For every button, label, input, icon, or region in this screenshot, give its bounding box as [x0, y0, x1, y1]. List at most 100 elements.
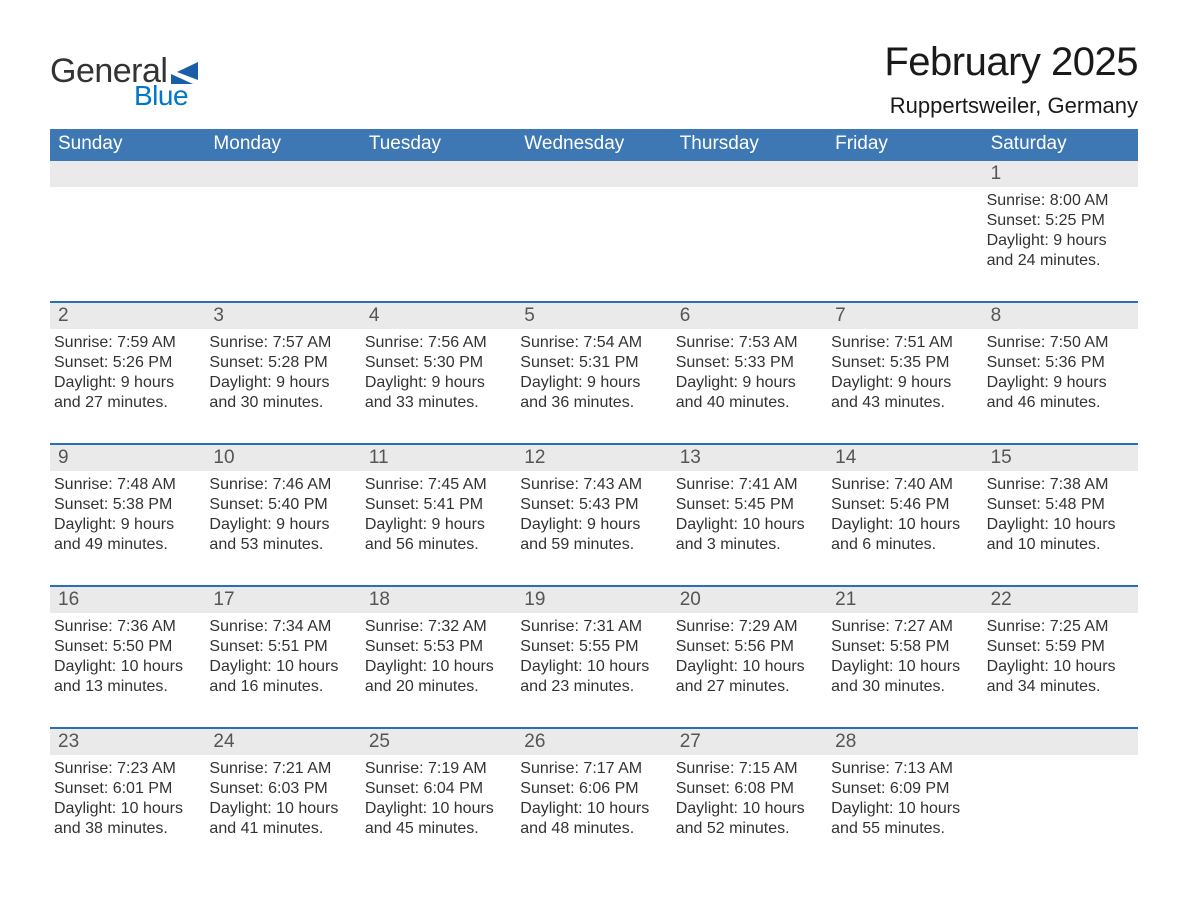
day-number: 17 — [205, 587, 360, 613]
day-details — [672, 187, 827, 301]
day-details: Sunrise: 7:15 AMSunset: 6:08 PMDaylight:… — [672, 755, 827, 869]
day-details: Sunrise: 7:41 AMSunset: 5:45 PMDaylight:… — [672, 471, 827, 585]
weeks-container: 1Sunrise: 8:00 AMSunset: 5:25 PMDaylight… — [50, 161, 1138, 869]
day-details: Sunrise: 7:38 AMSunset: 5:48 PMDaylight:… — [983, 471, 1138, 585]
day-number: 13 — [672, 445, 827, 471]
day-details: Sunrise: 7:57 AMSunset: 5:28 PMDaylight:… — [205, 329, 360, 443]
sunset-label: Sunset: 5:33 PM — [676, 353, 819, 373]
daylight-label-1: Daylight: 10 hours — [520, 799, 663, 819]
day-number — [205, 161, 360, 187]
day-number: 21 — [827, 587, 982, 613]
day-details: Sunrise: 7:45 AMSunset: 5:41 PMDaylight:… — [361, 471, 516, 585]
sunrise-label: Sunrise: 7:38 AM — [987, 475, 1130, 495]
day-number — [516, 161, 671, 187]
day-details: Sunrise: 7:17 AMSunset: 6:06 PMDaylight:… — [516, 755, 671, 869]
sunset-label: Sunset: 5:41 PM — [365, 495, 508, 515]
daylight-label-2: and 48 minutes. — [520, 819, 663, 839]
sunrise-label: Sunrise: 7:31 AM — [520, 617, 663, 637]
sunset-label: Sunset: 6:01 PM — [54, 779, 197, 799]
day-number: 27 — [672, 729, 827, 755]
sunset-label: Sunset: 5:31 PM — [520, 353, 663, 373]
day-details — [205, 187, 360, 301]
day-number: 6 — [672, 303, 827, 329]
day-number-bar: 1 — [50, 161, 1138, 187]
daylight-label-1: Daylight: 10 hours — [831, 799, 974, 819]
calendar-grid: Sunday Monday Tuesday Wednesday Thursday… — [50, 129, 1138, 869]
day-details: Sunrise: 7:25 AMSunset: 5:59 PMDaylight:… — [983, 613, 1138, 727]
daylight-label-1: Daylight: 9 hours — [54, 373, 197, 393]
details-row: Sunrise: 7:48 AMSunset: 5:38 PMDaylight:… — [50, 471, 1138, 585]
day-number: 23 — [50, 729, 205, 755]
day-number: 3 — [205, 303, 360, 329]
sunrise-label: Sunrise: 7:15 AM — [676, 759, 819, 779]
sunset-label: Sunset: 5:58 PM — [831, 637, 974, 657]
day-details: Sunrise: 7:54 AMSunset: 5:31 PMDaylight:… — [516, 329, 671, 443]
day-details: Sunrise: 7:31 AMSunset: 5:55 PMDaylight:… — [516, 613, 671, 727]
logo-mark-icon — [171, 62, 201, 84]
sunrise-label: Sunrise: 7:25 AM — [987, 617, 1130, 637]
sunrise-label: Sunrise: 7:45 AM — [365, 475, 508, 495]
daylight-label-1: Daylight: 9 hours — [365, 373, 508, 393]
day-number: 10 — [205, 445, 360, 471]
daylight-label-1: Daylight: 9 hours — [987, 373, 1130, 393]
day-number: 20 — [672, 587, 827, 613]
daylight-label-1: Daylight: 10 hours — [209, 657, 352, 677]
dow-sunday: Sunday — [50, 129, 205, 161]
day-number: 15 — [983, 445, 1138, 471]
daylight-label-2: and 43 minutes. — [831, 393, 974, 413]
daylight-label-2: and 24 minutes. — [987, 251, 1130, 271]
day-details: Sunrise: 7:50 AMSunset: 5:36 PMDaylight:… — [983, 329, 1138, 443]
daylight-label-2: and 20 minutes. — [365, 677, 508, 697]
daylight-label-1: Daylight: 9 hours — [520, 373, 663, 393]
daylight-label-1: Daylight: 10 hours — [365, 657, 508, 677]
sunset-label: Sunset: 5:30 PM — [365, 353, 508, 373]
sunrise-label: Sunrise: 7:17 AM — [520, 759, 663, 779]
sunrise-label: Sunrise: 7:59 AM — [54, 333, 197, 353]
day-details: Sunrise: 7:27 AMSunset: 5:58 PMDaylight:… — [827, 613, 982, 727]
day-details: Sunrise: 7:21 AMSunset: 6:03 PMDaylight:… — [205, 755, 360, 869]
sunrise-label: Sunrise: 7:23 AM — [54, 759, 197, 779]
sunset-label: Sunset: 5:38 PM — [54, 495, 197, 515]
sunrise-label: Sunrise: 7:56 AM — [365, 333, 508, 353]
dow-wednesday: Wednesday — [516, 129, 671, 161]
sunset-label: Sunset: 5:48 PM — [987, 495, 1130, 515]
sunrise-label: Sunrise: 7:34 AM — [209, 617, 352, 637]
daylight-label-1: Daylight: 9 hours — [54, 515, 197, 535]
day-number: 8 — [983, 303, 1138, 329]
day-number-bar: 9101112131415 — [50, 443, 1138, 471]
dow-monday: Monday — [205, 129, 360, 161]
sunset-label: Sunset: 5:36 PM — [987, 353, 1130, 373]
day-details: Sunrise: 7:34 AMSunset: 5:51 PMDaylight:… — [205, 613, 360, 727]
daylight-label-2: and 36 minutes. — [520, 393, 663, 413]
logo-word-blue: Blue — [134, 82, 201, 110]
sunrise-label: Sunrise: 7:51 AM — [831, 333, 974, 353]
sunset-label: Sunset: 5:25 PM — [987, 211, 1130, 231]
day-number: 4 — [361, 303, 516, 329]
logo: General Blue — [50, 54, 201, 110]
daylight-label-1: Daylight: 10 hours — [520, 657, 663, 677]
daylight-label-2: and 38 minutes. — [54, 819, 197, 839]
day-number: 19 — [516, 587, 671, 613]
sunrise-label: Sunrise: 7:27 AM — [831, 617, 974, 637]
day-number — [50, 161, 205, 187]
details-row: Sunrise: 7:23 AMSunset: 6:01 PM Daylight:… — [50, 755, 1138, 869]
week-row: 2345678Sunrise: 7:59 AMSunset: 5:26 PMDa… — [50, 301, 1138, 443]
day-details — [361, 187, 516, 301]
day-details: Sunrise: 7:43 AMSunset: 5:43 PMDaylight:… — [516, 471, 671, 585]
day-number: 16 — [50, 587, 205, 613]
sunrise-label: Sunrise: 7:32 AM — [365, 617, 508, 637]
sunset-label: Sunset: 5:59 PM — [987, 637, 1130, 657]
day-number-bar: 16171819202122 — [50, 585, 1138, 613]
sunset-label: Sunset: 6:09 PM — [831, 779, 974, 799]
day-details: Sunrise: 7:32 AMSunset: 5:53 PMDaylight:… — [361, 613, 516, 727]
day-details: Sunrise: 7:29 AMSunset: 5:56 PMDaylight:… — [672, 613, 827, 727]
daylight-label-2: and 56 minutes. — [365, 535, 508, 555]
day-details: Sunrise: 7:19 AMSunset: 6:04 PMDaylight:… — [361, 755, 516, 869]
day-number: 9 — [50, 445, 205, 471]
day-details: Sunrise: 7:53 AMSunset: 5:33 PMDaylight:… — [672, 329, 827, 443]
sunrise-label: Sunrise: 7:13 AM — [831, 759, 974, 779]
daylight-label-2: and 27 minutes. — [676, 677, 819, 697]
daylight-label-2: and 49 minutes. — [54, 535, 197, 555]
daylight-label-1: Daylight: 9 hours — [831, 373, 974, 393]
day-number: 18 — [361, 587, 516, 613]
